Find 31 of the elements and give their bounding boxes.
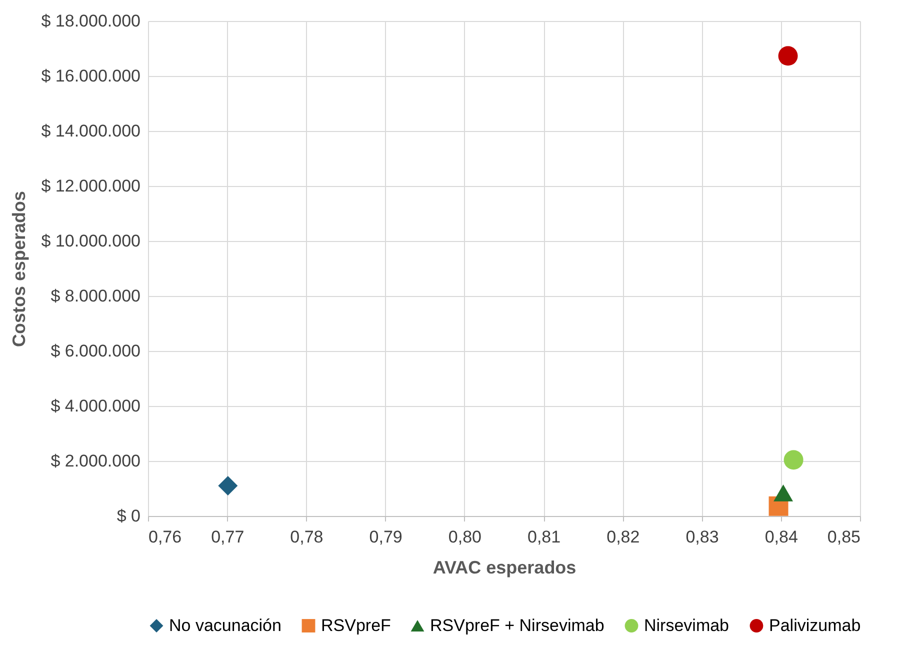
point (778, 46, 798, 66)
x-axis-title: AVAC esperados (432, 558, 576, 578)
x-tick-label: 0,84 (764, 528, 798, 546)
y-tick-label: $ 16.000.000 (41, 66, 140, 86)
x-tick-label: 0,76 (148, 528, 182, 546)
legend-label: Palivizumab (769, 616, 861, 635)
x-tick-label: 0,82 (606, 528, 640, 546)
x-tick-label: 0,78 (290, 528, 324, 546)
legend-label: No vacunación (169, 616, 282, 635)
legend-label: RSVpreF + Nirsevimab (430, 616, 604, 635)
y-tick-label: $ 2.000.000 (50, 452, 140, 470)
y-tick-label: $ 10.000.000 (41, 232, 140, 250)
point (784, 450, 804, 470)
point (218, 476, 238, 496)
x-tick-label: 0,80 (448, 528, 482, 546)
x-tick-label: 0,81 (528, 528, 561, 546)
y-axis-title: Costos esperados (9, 190, 30, 348)
y-tick-label: $ 12.000.000 (41, 176, 140, 196)
x-tick-label: 0,77 (211, 528, 244, 546)
y-tick-label: $ 4.000.000 (50, 396, 140, 416)
y-tick-label: $ 8.000.000 (50, 286, 140, 306)
x-tick-label: 0,79 (369, 528, 402, 546)
legend-label: RSVpreF (321, 616, 391, 635)
y-tick-label: $ 18.000.000 (41, 12, 140, 30)
x-tick-label: 0,83 (686, 528, 719, 546)
point (774, 484, 794, 502)
y-tick-label: $ 0 (116, 506, 140, 526)
y-tick-label: $ 6.000.000 (50, 342, 140, 360)
legend-label: Nirsevimab (644, 616, 730, 635)
x-tick-label: 0,85 (827, 528, 860, 546)
y-tick-label: $ 14.000.000 (41, 122, 140, 140)
